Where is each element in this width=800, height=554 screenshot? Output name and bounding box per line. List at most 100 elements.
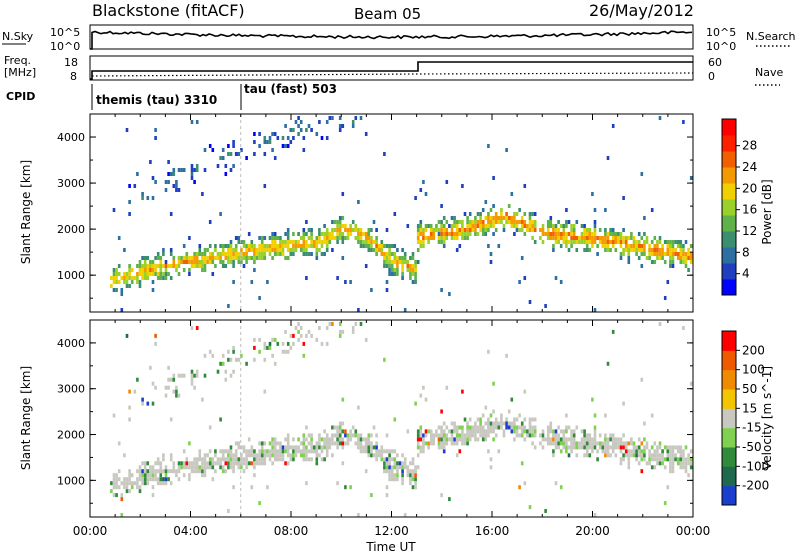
velocity-cell (502, 429, 506, 434)
power-cell (169, 172, 173, 176)
velocity-cell (611, 329, 615, 334)
velocity-cell (169, 417, 173, 422)
power-cell (604, 240, 607, 244)
power-cell (325, 236, 329, 240)
power-cell (637, 240, 641, 244)
velocity-cell (419, 437, 423, 442)
velocity-cell (622, 441, 625, 446)
power-cell (141, 268, 144, 272)
velocity-cell (323, 429, 326, 434)
velocity-cell (611, 433, 615, 438)
power-cell (315, 240, 319, 244)
velocity-cell (351, 326, 355, 330)
power-cell (310, 236, 313, 240)
nsky-trace (90, 30, 693, 50)
velocity-cell (229, 457, 233, 462)
power-cell (390, 264, 394, 268)
power-cell (682, 252, 685, 256)
power-cell (284, 256, 287, 260)
power-cell (227, 252, 230, 256)
velocity-cell (671, 453, 675, 458)
velocity-cell (531, 425, 534, 430)
velocity-cell (279, 457, 282, 462)
power-cell (136, 172, 139, 176)
velocity-cell (510, 425, 514, 430)
power-cell (172, 256, 176, 260)
y-tick-label: 4000 (57, 337, 85, 350)
power-cell (567, 240, 571, 244)
power-cell (689, 244, 693, 248)
power-cell (580, 232, 584, 236)
velocity-cell (476, 425, 480, 430)
power-cell (640, 236, 644, 240)
velocity-cell (468, 425, 472, 430)
power-cell (156, 272, 160, 276)
velocity-cell (583, 445, 586, 450)
velocity-cell (273, 457, 277, 462)
power-cell (609, 232, 612, 236)
velocity-cell (154, 473, 157, 478)
colorbar-tick-label: 4 (742, 267, 750, 281)
velocity-cell (523, 429, 527, 434)
colorbar-swatch (722, 263, 736, 280)
power-cell (177, 260, 181, 264)
velocity-cell (141, 397, 144, 402)
power-cell (588, 248, 592, 252)
power-cell (315, 244, 319, 248)
velocity-cell (341, 397, 345, 402)
velocity-cell (429, 429, 433, 434)
power-cell (112, 268, 116, 272)
velocity-cell (609, 453, 612, 458)
power-cell (279, 240, 282, 244)
velocity-cell (557, 433, 560, 438)
velocity-cell (193, 461, 196, 466)
velocity-cell (442, 441, 446, 446)
velocity-cell (528, 429, 532, 434)
power-cell (237, 152, 241, 156)
velocity-cell (310, 433, 313, 438)
velocity-cell (414, 477, 417, 482)
power-cell (416, 228, 420, 232)
power-cell (138, 280, 142, 284)
power-cell (247, 256, 251, 260)
power-cell (305, 240, 308, 244)
colorbar-tick-label: -50 (742, 440, 762, 454)
velocity-cell (364, 337, 368, 342)
colorbar-tick-label: 20 (742, 181, 757, 195)
velocity-cell (234, 457, 238, 462)
power-cell (396, 248, 399, 252)
power-cell (234, 248, 238, 252)
velocity-cell (331, 437, 334, 442)
velocity-cell (159, 477, 163, 482)
power-cell (341, 216, 345, 220)
power-cell (164, 272, 168, 276)
power-cell (156, 264, 160, 268)
power-cell (175, 184, 178, 188)
velocity-cell (596, 449, 599, 454)
velocity-cell (146, 481, 150, 486)
velocity-cell (305, 425, 308, 430)
power-cell (557, 232, 560, 236)
power-cell (286, 228, 290, 232)
velocity-cell (117, 441, 121, 446)
velocity-cell (143, 473, 147, 478)
velocity-cell (130, 485, 134, 490)
velocity-cell (598, 445, 602, 450)
velocity-cell (411, 473, 415, 478)
power-cell (305, 128, 308, 132)
velocity-cell (255, 461, 259, 466)
power-cell (180, 168, 183, 172)
colorbar-swatch (722, 215, 736, 232)
power-cell (232, 256, 235, 260)
power-cell (315, 252, 319, 256)
power-cell (489, 216, 493, 220)
velocity-cell (138, 477, 142, 482)
power-cell (492, 224, 495, 228)
velocity-cell (143, 465, 147, 470)
power-cell (182, 268, 186, 272)
velocity-cell (689, 449, 693, 454)
velocity-cell (224, 377, 228, 382)
power-cell (377, 244, 381, 248)
power-cell (479, 224, 482, 228)
power-cell (292, 252, 295, 256)
